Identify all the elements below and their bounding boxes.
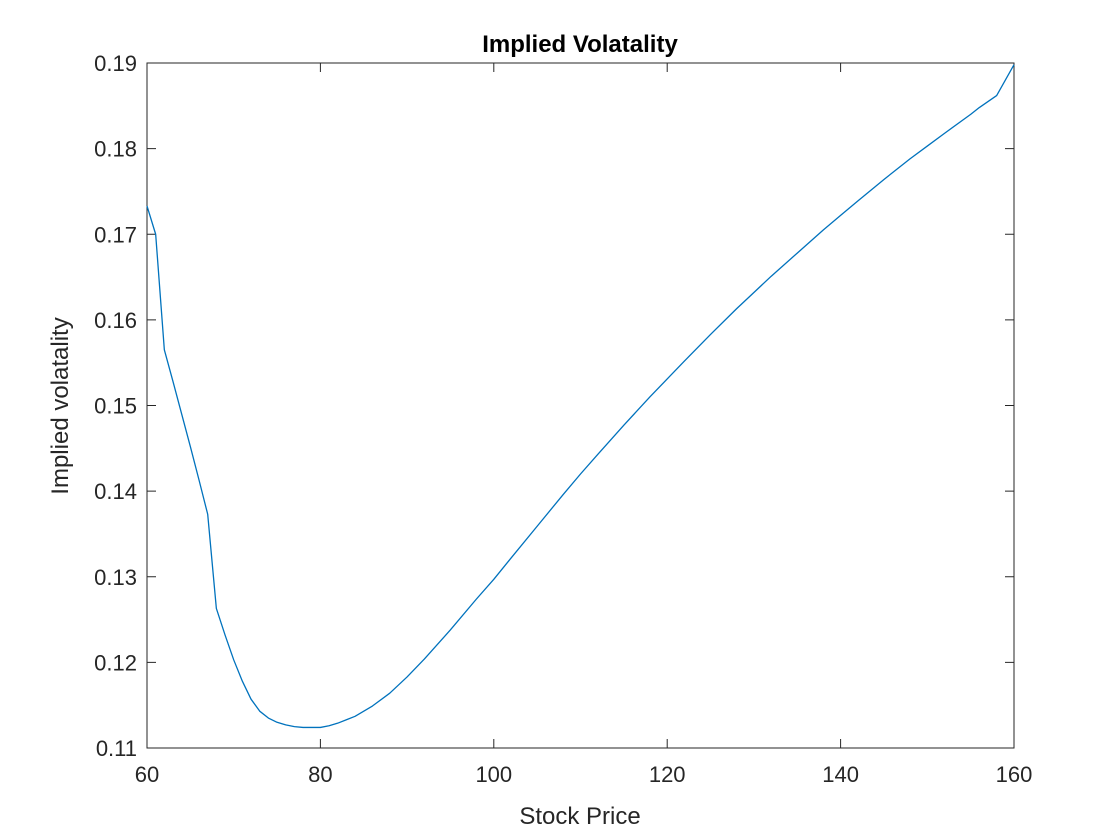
x-tick-label: 160 bbox=[996, 762, 1033, 787]
y-axis-title: Implied volatality bbox=[47, 317, 74, 494]
x-tick-label: 120 bbox=[649, 762, 686, 787]
y-tick-label: 0.18 bbox=[94, 137, 137, 162]
y-tick-label: 0.16 bbox=[94, 308, 137, 333]
y-tick-label: 0.12 bbox=[94, 650, 137, 675]
y-tick-label: 0.19 bbox=[94, 51, 137, 76]
x-axis-title: Stock Price bbox=[519, 803, 640, 830]
y-tick-label: 0.13 bbox=[94, 565, 137, 590]
chart-title: Implied Volatality bbox=[482, 31, 678, 58]
x-tick-label: 60 bbox=[135, 762, 159, 787]
y-tick-label: 0.15 bbox=[94, 394, 137, 419]
series-line-0 bbox=[146, 64, 1015, 729]
y-tick-label: 0.17 bbox=[94, 222, 137, 247]
x-tick-label: 80 bbox=[308, 762, 332, 787]
x-tick-label: 140 bbox=[822, 762, 859, 787]
plot-area: 60 80 100 120 140 160 0.11 0.12 0.13 0.14 0.15 0.16… bbox=[94, 51, 1032, 787]
x-tick-label: 100 bbox=[475, 762, 512, 787]
y-tick-label: 0.11 bbox=[96, 736, 137, 761]
y-tick-label: 0.14 bbox=[94, 479, 137, 504]
